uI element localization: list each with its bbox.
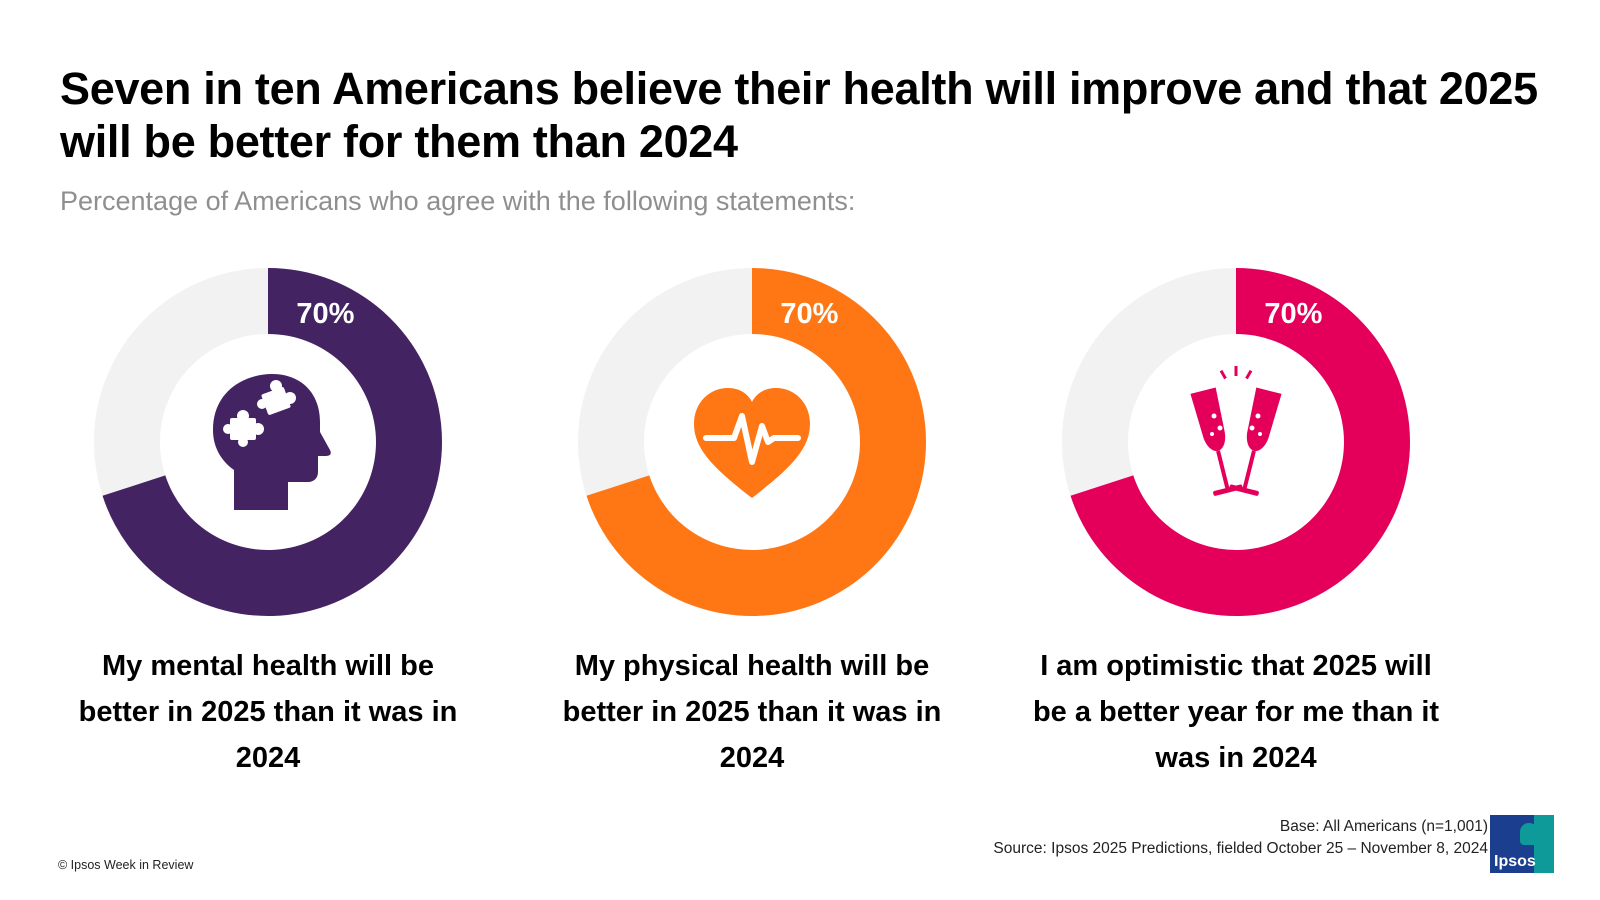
- donut-svg: 70%: [578, 268, 926, 616]
- donut-value-segment: [586, 268, 926, 616]
- source-note: Base: All Americans (n=1,001) Source: Ip…: [993, 816, 1488, 860]
- source-text: Source: Ipsos 2025 Predictions, fielded …: [993, 840, 1488, 857]
- base-note: Base: All Americans (n=1,001): [1279, 818, 1488, 835]
- donut-value-segment: [102, 268, 442, 616]
- champagne-toast-icon: [1190, 366, 1282, 496]
- donut-chart-optimism: 70%: [1056, 262, 1416, 622]
- heartbeat-icon: [694, 388, 810, 498]
- logo-text: Ipsos: [1494, 853, 1536, 870]
- donut-svg: 70%: [1062, 268, 1410, 616]
- chart-label-mental-health: My mental health will be better in 2025 …: [78, 650, 458, 774]
- donut-chart-mental-health: 70%: [88, 262, 448, 622]
- donut-value-label: 70%: [1264, 298, 1322, 330]
- donut-value-segment: [1070, 268, 1410, 616]
- copyright-note: © Ipsos Week in Review: [58, 858, 194, 872]
- chart-label-physical-health: My physical health will be better in 202…: [562, 650, 942, 774]
- page-title: Seven in ten Americans believe their hea…: [60, 63, 1538, 167]
- chart-label-optimism: I am optimistic that 2025 will be a bett…: [1032, 650, 1440, 774]
- donut-value-label: 70%: [296, 298, 354, 330]
- donut-svg: 70%: [94, 268, 442, 616]
- donut-charts: 70% 70% 70%: [0, 262, 1600, 622]
- donut-value-label: 70%: [780, 298, 838, 330]
- page-subtitle: Percentage of Americans who agree with t…: [60, 186, 856, 216]
- ipsos-logo: Ipsos: [1490, 815, 1554, 873]
- donut-chart-physical-health: 70%: [572, 262, 932, 622]
- brain-puzzle-head-icon: [213, 374, 331, 510]
